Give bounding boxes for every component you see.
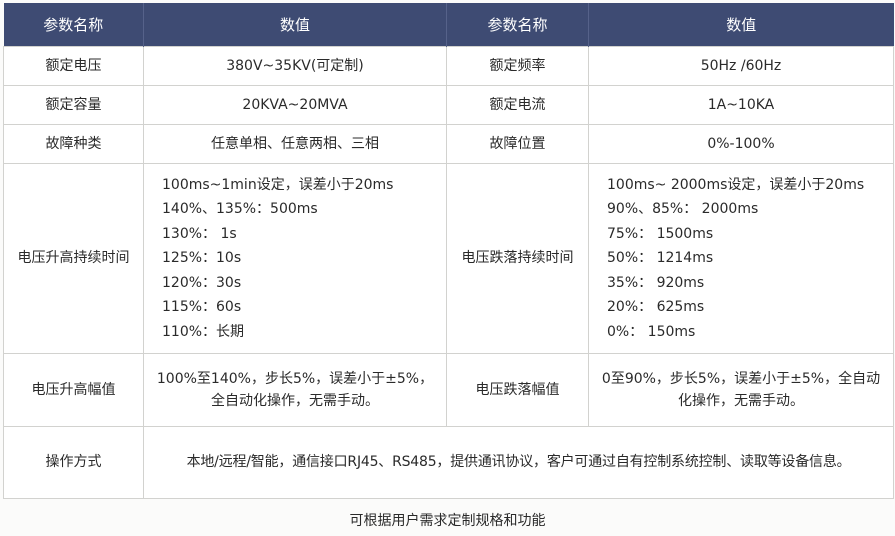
header-value-left: 数值 [143, 3, 447, 47]
param-value: 1A~10KA [588, 85, 894, 125]
param-label: 额定频率 [446, 46, 589, 86]
table-row: 故障种类 任意单相、任意两相、三相 故障位置 0%-100% [3, 124, 894, 164]
duration-line: 100ms~ 2000ms设定，误差小于20ms [607, 176, 865, 193]
param-label: 故障位置 [446, 124, 589, 164]
voltage-rise-duration-values: 100ms~1min设定，误差小于20ms 140%、135%：500ms 13… [143, 163, 447, 354]
param-label: 故障种类 [3, 124, 144, 164]
table-row: 额定电压 380V~35KV(可定制) 额定频率 50Hz /60Hz [3, 46, 894, 86]
duration-line: 75%： 1500ms [607, 225, 714, 242]
param-label: 额定电流 [446, 85, 589, 125]
spec-table: 参数名称 数值 参数名称 数值 额定电压 380V~35KV(可定制) 额定频率… [3, 3, 894, 499]
header-param-name-right: 参数名称 [446, 3, 589, 47]
operation-mode-label: 操作方式 [3, 426, 144, 499]
param-label: 额定电压 [3, 46, 144, 86]
duration-line: 0%： 150ms [607, 323, 696, 340]
voltage-sag-duration-values: 100ms~ 2000ms设定，误差小于20ms 90%、85%： 2000ms… [588, 163, 894, 354]
header-param-name-left: 参数名称 [3, 3, 144, 47]
param-value: 0%-100% [588, 124, 894, 164]
amplitude-row: 电压升高幅值 100%至140%，步长5%，误差小于±5%，全自动化操作，无需手… [3, 353, 894, 427]
param-value: 20KVA~20MVA [143, 85, 447, 125]
voltage-sag-duration-label: 电压跌落持续时间 [446, 163, 589, 354]
param-value: 50Hz /60Hz [588, 46, 894, 86]
amplitude-text: 0至90%，步长5%，误差小于±5%，全自动化操作，无需手动。 [601, 371, 881, 409]
amplitude-text: 100%至140%，步长5%，误差小于±5%，全自动化操作，无需手动。 [156, 371, 434, 409]
param-label: 额定容量 [3, 85, 144, 125]
header-value-right: 数值 [588, 3, 894, 47]
operation-mode-value: 本地/远程/智能，通信接口RJ45、RS485，提供通讯协议，客户可通过自有控制… [143, 426, 894, 499]
duration-line: 50%： 1214ms [607, 250, 714, 267]
duration-line: 125%：10s [162, 250, 242, 267]
table-row: 额定容量 20KVA~20MVA 额定电流 1A~10KA [3, 85, 894, 125]
duration-line: 100ms~1min设定，误差小于20ms [162, 176, 394, 193]
duration-line: 20%： 625ms [607, 299, 705, 316]
duration-line: 110%：长期 [162, 323, 245, 340]
duration-line: 90%、85%： 2000ms [607, 201, 759, 218]
footer-note: 可根据用户需求定制规格和功能 [349, 513, 546, 529]
duration-row: 电压升高持续时间 100ms~1min设定，误差小于20ms 140%、135%… [3, 163, 894, 354]
voltage-rise-amplitude-value: 100%至140%，步长5%，误差小于±5%，全自动化操作，无需手动。 [143, 353, 447, 427]
duration-line: 130%： 1s [162, 225, 237, 242]
voltage-rise-duration-label: 电压升高持续时间 [3, 163, 144, 354]
param-value: 任意单相、任意两相、三相 [143, 124, 447, 164]
voltage-sag-amplitude-label: 电压跌落幅值 [446, 353, 589, 427]
duration-line: 140%、135%：500ms [162, 201, 318, 218]
duration-line: 120%：30s [162, 274, 242, 291]
param-value: 380V~35KV(可定制) [143, 46, 447, 86]
duration-line: 35%： 920ms [607, 274, 705, 291]
duration-line: 115%：60s [162, 299, 242, 316]
voltage-sag-amplitude-value: 0至90%，步长5%，误差小于±5%，全自动化操作，无需手动。 [588, 353, 894, 427]
operation-mode-text: 本地/远程/智能，通信接口RJ45、RS485，提供通讯协议，客户可通过自有控制… [186, 454, 851, 471]
operation-mode-row: 操作方式 本地/远程/智能，通信接口RJ45、RS485，提供通讯协议，客户可通… [3, 426, 894, 499]
table-header-row: 参数名称 数值 参数名称 数值 [3, 3, 894, 47]
voltage-rise-amplitude-label: 电压升高幅值 [3, 353, 144, 427]
